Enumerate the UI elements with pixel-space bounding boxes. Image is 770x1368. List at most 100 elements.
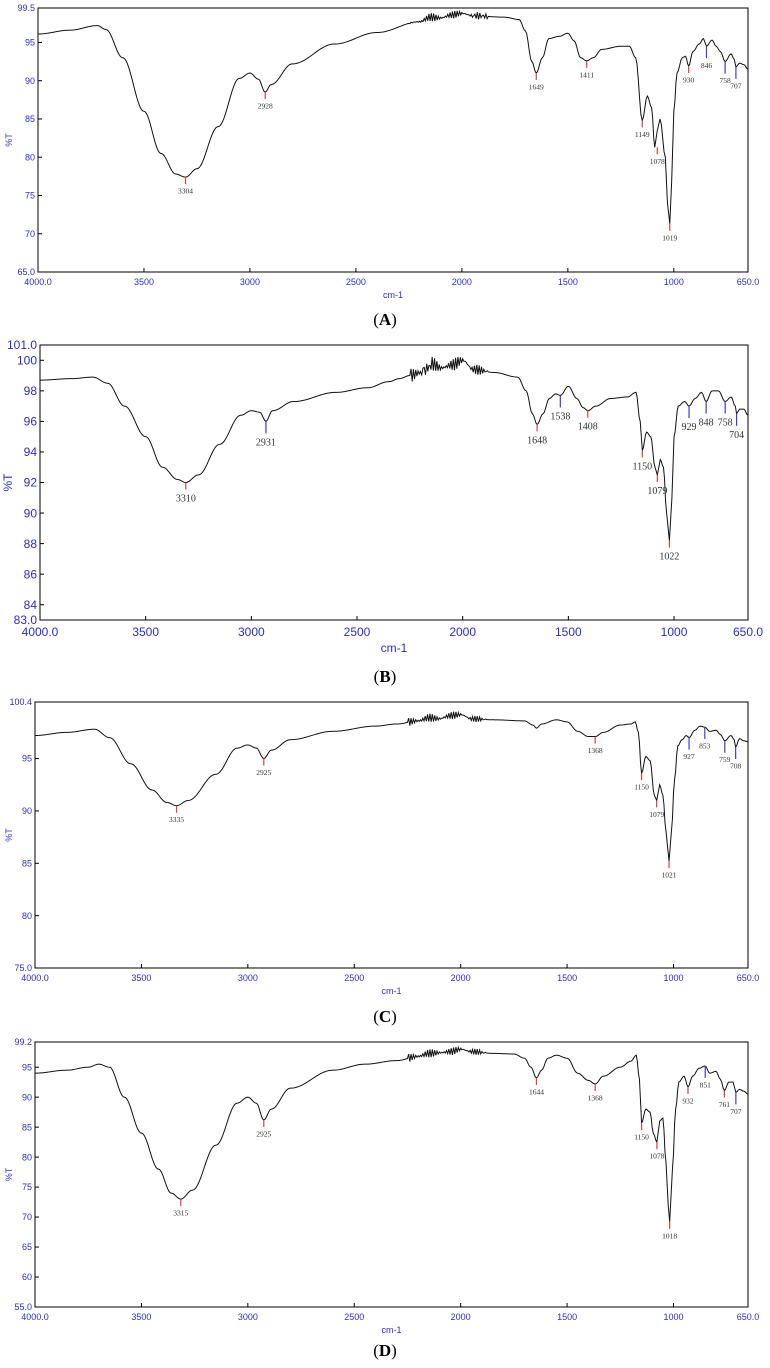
spectrum-line [39,356,749,541]
peak-label: 707 [730,1107,742,1116]
y-tick-label: 85 [25,114,35,124]
x-axis-title: cm-1 [382,986,402,996]
x-axis-title: cm-1 [381,641,408,655]
y-tick-label: 99.5 [17,3,35,13]
peak-label: 3310 [176,494,196,505]
peak-label: 3315 [173,1209,188,1218]
peak-label: 1150 [634,1132,649,1141]
y-tick-label: 86 [24,567,38,581]
y-tick-label: 99.2 [14,1037,32,1047]
x-tick-label: 4000.0 [21,973,49,983]
y-tick-label: 98 [24,384,38,398]
peak-label: 2928 [258,102,273,111]
peak-label: 1022 [659,552,679,563]
peak-label: 2925 [256,1129,271,1138]
x-tick-label: 4000.0 [24,277,52,287]
x-tick-label: 1500 [558,277,578,287]
peak-label: 932 [682,1096,694,1105]
x-tick-label: 3500 [134,277,154,287]
y-tick-label: 96 [24,415,38,429]
peak-label: 846 [701,61,713,70]
x-tick-label: 2500 [344,1312,364,1322]
y-tick-label: 80 [22,1152,32,1162]
plot-frame [34,1041,749,1308]
x-tick-label: 4000.0 [22,625,59,639]
x-tick-label: 2500 [344,973,364,983]
peak-label: 1018 [662,1231,677,1240]
y-axis-title: %T [1,473,15,492]
peak-label: 1150 [633,461,653,472]
y-axis-title: %T [4,133,14,147]
x-tick-label: 3500 [132,625,159,639]
x-tick-label: 1500 [555,625,582,639]
y-tick-label: 65.0 [17,267,35,277]
y-tick-label: 90 [24,506,38,520]
y-tick-label: 92 [24,476,38,490]
y-tick-label: 85 [22,858,32,868]
peak-label: 848 [699,418,714,429]
peak-label: 1019 [662,233,677,242]
y-tick-label: 75 [22,1182,32,1192]
peak-label: 1149 [635,130,650,139]
peak-label: 930 [683,76,695,85]
peak-label: 761 [719,1100,731,1109]
x-tick-label: 2000 [452,277,472,287]
peak-label: 3335 [169,815,184,824]
y-tick-label: 100 [17,353,37,367]
peak-label: 929 [682,422,697,433]
peak-label: 1538 [550,411,570,422]
spectrum-line [34,1045,749,1222]
peak-label: 1150 [634,783,649,792]
peak-label: 1648 [527,435,547,446]
y-tick-label: 70 [22,1212,32,1222]
panel-label: (B) [374,667,397,686]
y-tick-label: 65 [22,1242,32,1252]
x-tick-label: 3000 [238,625,265,639]
peak-label: 758 [718,418,733,429]
x-tick-label: 1000 [664,277,684,287]
x-tick-label: 4000.0 [21,1312,49,1322]
y-tick-label: 101.0 [7,338,37,352]
peak-label: 704 [729,430,744,441]
x-tick-label: 3000 [238,973,258,983]
x-tick-label: 1500 [557,973,577,983]
y-tick-label: 80 [22,911,32,921]
x-tick-label: 1000 [663,973,683,983]
x-tick-label: 3000 [238,1312,258,1322]
x-tick-label: 3000 [240,277,260,287]
x-tick-label: 2500 [346,277,366,287]
peak-label: 1078 [650,157,665,166]
peak-label: 1079 [647,486,667,497]
y-tick-label: 90 [25,76,35,86]
x-tick-label: 1000 [661,625,688,639]
x-tick-label: 2000 [449,625,476,639]
y-tick-label: 75.0 [14,963,32,973]
y-axis-title: %T [4,1167,14,1181]
peak-label: 1079 [649,810,664,819]
plot-frame [37,7,749,273]
spectrum-line [37,9,749,224]
y-tick-label: 84 [24,598,38,612]
y-tick-label: 95 [22,754,32,764]
peak-label: 707 [730,81,742,90]
peak-label: 1368 [588,746,603,755]
peak-label: 1649 [529,83,544,92]
x-tick-label: 1500 [557,1312,577,1322]
peak-label: 759 [719,755,731,764]
peak-label: 1644 [529,1087,544,1096]
spectrum-line [34,710,749,862]
x-tick-label: 650.0 [737,277,760,287]
x-tick-label: 2000 [451,973,471,983]
peak-label: 1408 [578,422,598,433]
y-tick-label: 85 [22,1122,32,1132]
x-tick-label: 3500 [131,1312,151,1322]
y-tick-label: 88 [24,537,38,551]
y-tick-label: 55.0 [14,1302,32,1312]
y-axis-title: %T [4,828,14,842]
x-axis-title: cm-1 [382,1325,402,1335]
y-tick-label: 75 [25,191,35,201]
panel-label: (A) [373,310,397,329]
x-tick-label: 650.0 [733,625,763,639]
